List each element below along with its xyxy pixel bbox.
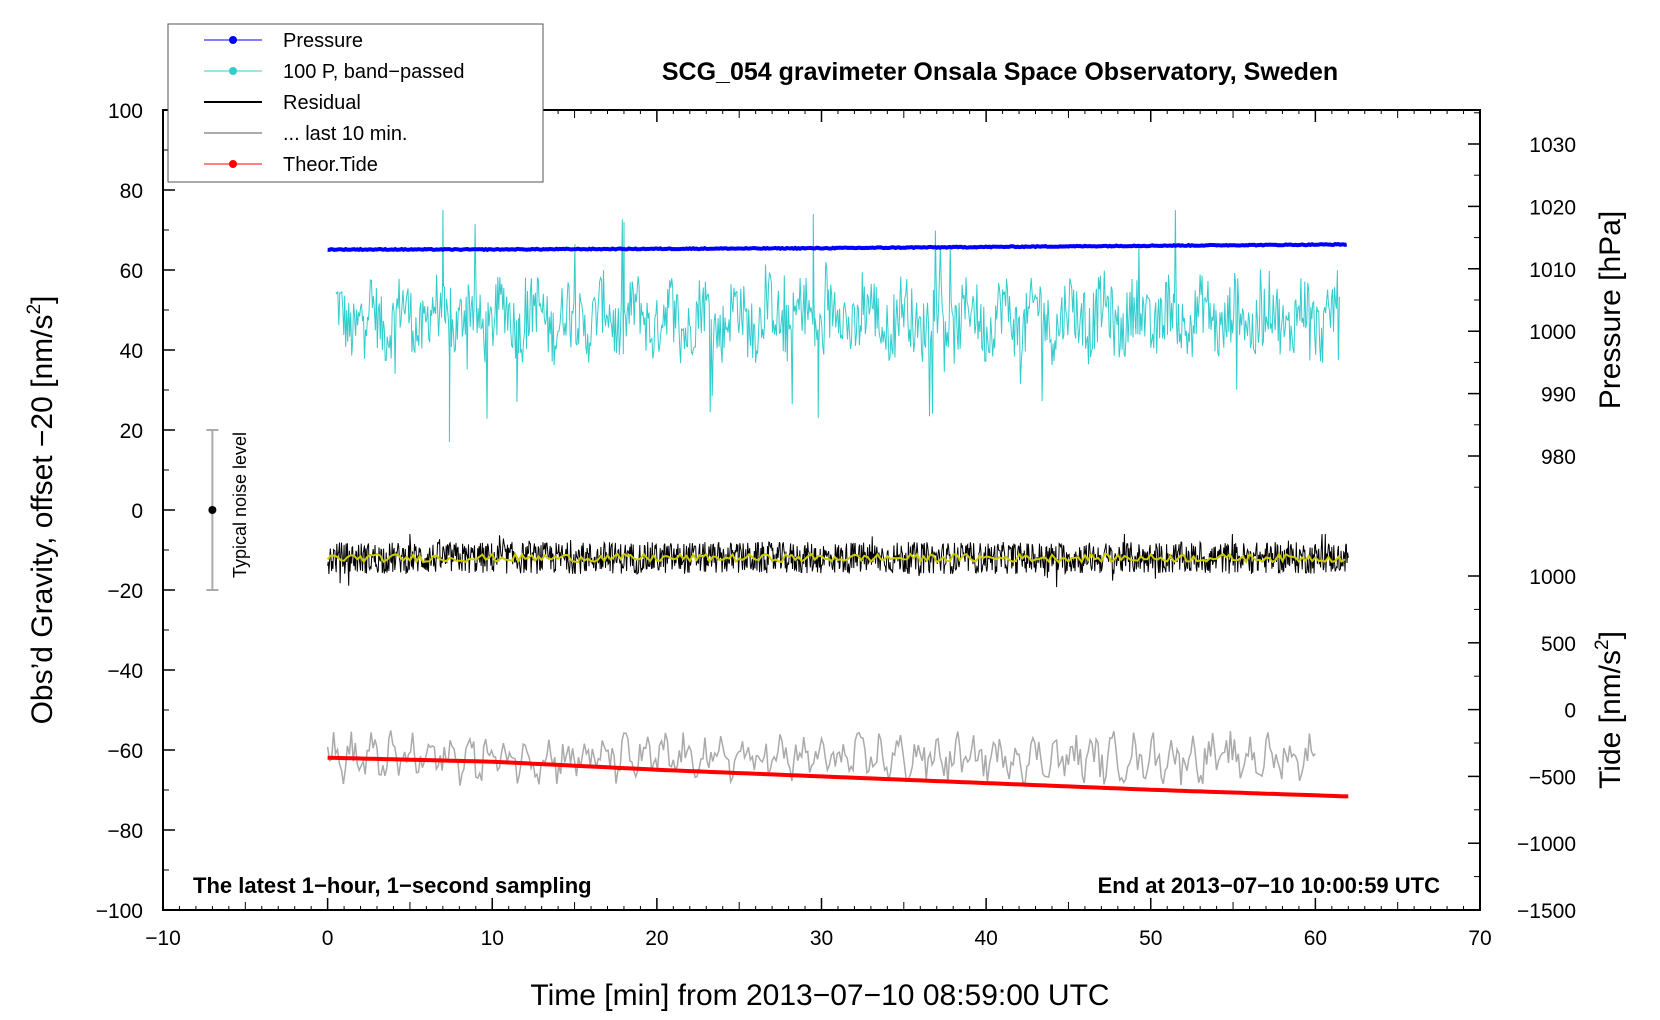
y-tick-label: 40 bbox=[120, 340, 143, 363]
pressure-tick-label: 1010 bbox=[1529, 259, 1576, 282]
x-tick-label: 0 bbox=[322, 927, 334, 950]
tide-tick-label: −500 bbox=[1529, 766, 1576, 789]
legend-label: 100 P, band−passed bbox=[283, 61, 464, 83]
y-axis-title-sup: 2 bbox=[24, 304, 45, 315]
x-tick-label: 20 bbox=[645, 927, 668, 950]
y-tick-label: 100 bbox=[108, 100, 143, 123]
y-axis-title: Obs’d Gravity, offset −20 [nm/s2] bbox=[24, 296, 59, 725]
pressure-axis-title: Pressure [hPa] bbox=[1594, 211, 1627, 409]
series-layer bbox=[326, 209, 1349, 799]
tide-tick-label: 500 bbox=[1541, 633, 1576, 656]
series-theor-tide-line bbox=[327, 755, 1349, 799]
y-tick-label: 60 bbox=[120, 260, 143, 283]
y-tick-label: −80 bbox=[107, 820, 143, 843]
x-tick-label: 60 bbox=[1304, 927, 1327, 950]
legend-swatch-marker bbox=[229, 160, 237, 168]
legend-label: Theor.Tide bbox=[283, 154, 378, 176]
y-tick-label: 0 bbox=[131, 500, 143, 523]
series-running-mean-line bbox=[326, 551, 1346, 564]
noise-level-bar bbox=[206, 429, 219, 591]
legend-swatch-marker bbox=[229, 36, 237, 44]
chart-title: SCG_054 gravimeter Onsala Space Observat… bbox=[662, 58, 1338, 86]
tide-axis-title-end: ] bbox=[1594, 631, 1627, 639]
x-tick-label: 10 bbox=[481, 927, 504, 950]
legend-label: Residual bbox=[283, 92, 361, 114]
noise-bar-center bbox=[208, 506, 217, 514]
series-band-passed-line bbox=[335, 209, 1340, 443]
legend-label: ... last 10 min. bbox=[283, 123, 408, 145]
pressure-tick-labels: 1030 1020 1010 1000 990 980 bbox=[1529, 134, 1576, 469]
pressure-tick-label: 1030 bbox=[1529, 134, 1576, 157]
pressure-tick-label: 1000 bbox=[1529, 321, 1576, 344]
x-tick-label: 40 bbox=[974, 927, 997, 950]
end-time-annotation: End at 2013−07−10 10:00:59 UTC bbox=[1098, 873, 1441, 898]
plot-frame bbox=[162, 109, 1481, 911]
y-tick-label: −20 bbox=[107, 580, 143, 603]
tide-axis-title-sup: 2 bbox=[1592, 639, 1613, 650]
pressure-tick-label: 1020 bbox=[1529, 196, 1576, 219]
series-last-10-min-line bbox=[326, 730, 1316, 786]
y-tick-label: 80 bbox=[120, 180, 143, 203]
tide-tick-label: −1000 bbox=[1517, 833, 1576, 856]
x-tick-labels: −10 0 10 20 30 40 50 60 70 bbox=[145, 927, 1491, 950]
y-tick-label: −40 bbox=[107, 660, 143, 683]
tide-tick-label: 1000 bbox=[1529, 566, 1576, 589]
legend-items: Pressure 100 P, band−passed Residual ... la… bbox=[204, 30, 464, 176]
tide-tick-label: −1500 bbox=[1517, 900, 1576, 923]
legend-label: Pressure bbox=[283, 30, 363, 52]
x-axis-title: Time [min] from 2013−07−10 08:59:00 UTC bbox=[530, 979, 1109, 1012]
tide-tick-labels: 1000 500 0 −500 −1000 −1500 bbox=[1517, 566, 1576, 923]
y-tick-label: −100 bbox=[96, 900, 143, 923]
pressure-tick-label: 990 bbox=[1541, 384, 1576, 407]
sampling-annotation: The latest 1−hour, 1−second sampling bbox=[193, 873, 592, 898]
tide-axis-title-main: Tide [nm/s bbox=[1594, 650, 1627, 789]
tide-tick-label: 0 bbox=[1564, 700, 1576, 723]
noise-level-label: Typical noise level bbox=[230, 432, 250, 578]
y-tick-labels: 100 80 60 40 20 0 −20 −40 −60 −80 −100 bbox=[96, 100, 143, 923]
y-axis-title-end: ] bbox=[26, 296, 59, 304]
x-tick-label: 50 bbox=[1139, 927, 1162, 950]
legend-swatch-marker bbox=[229, 67, 237, 75]
x-tick-label: 70 bbox=[1468, 927, 1491, 950]
pressure-tick-label: 980 bbox=[1541, 446, 1576, 469]
tide-axis-title: Tide [nm/s2] bbox=[1592, 631, 1627, 789]
x-tick-label: −10 bbox=[145, 927, 181, 950]
series-pressure-line bbox=[327, 242, 1348, 253]
y-tick-label: 20 bbox=[120, 420, 143, 443]
y-axis-title-main: Obs’d Gravity, offset −20 [nm/s bbox=[26, 315, 59, 725]
legend: Pressure 100 P, band−passed Residual ... la… bbox=[167, 23, 544, 183]
x-tick-label: 30 bbox=[810, 927, 833, 950]
y-tick-label: −60 bbox=[107, 740, 143, 763]
series-residual-line bbox=[327, 533, 1349, 588]
